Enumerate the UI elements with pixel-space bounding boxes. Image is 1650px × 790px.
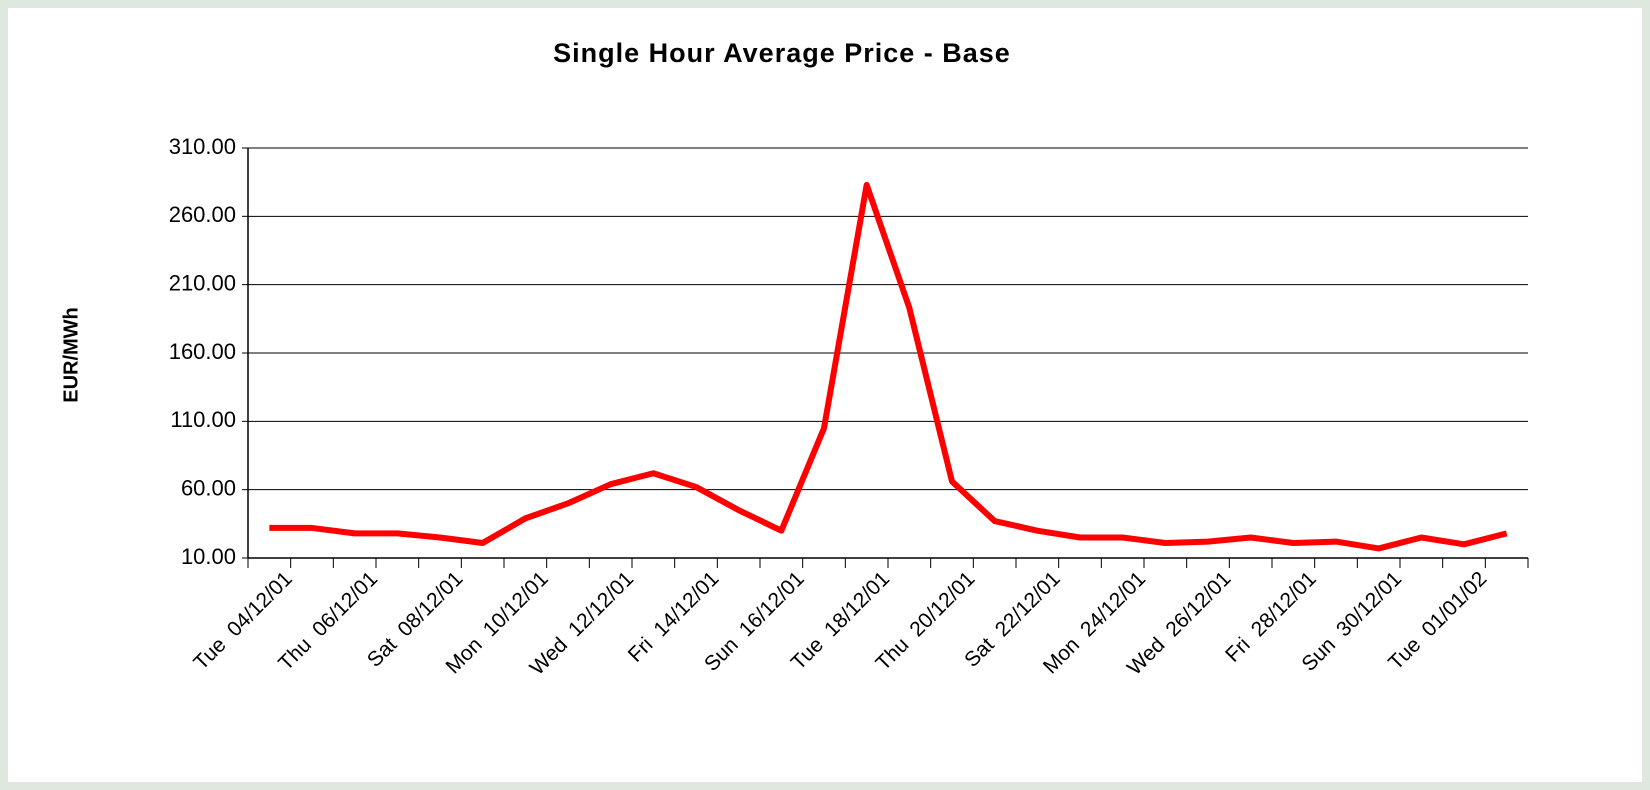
y-tick-label: 160.00: [169, 339, 236, 364]
data-line: [269, 181, 1508, 552]
y-tick-label: 60.00: [181, 475, 236, 500]
panel: [8, 8, 1642, 782]
y-tick-label: 110.00: [170, 407, 236, 432]
y-tick-label: 260.00: [169, 202, 236, 227]
y-tick-label: 310.00: [169, 134, 236, 159]
y-tick-label: 210.00: [169, 270, 236, 295]
chart-title: Single Hour Average Price - Base: [553, 38, 1011, 68]
y-axis-label: EUR/MWh: [60, 307, 82, 403]
y-tick-label: 10.00: [181, 544, 236, 569]
